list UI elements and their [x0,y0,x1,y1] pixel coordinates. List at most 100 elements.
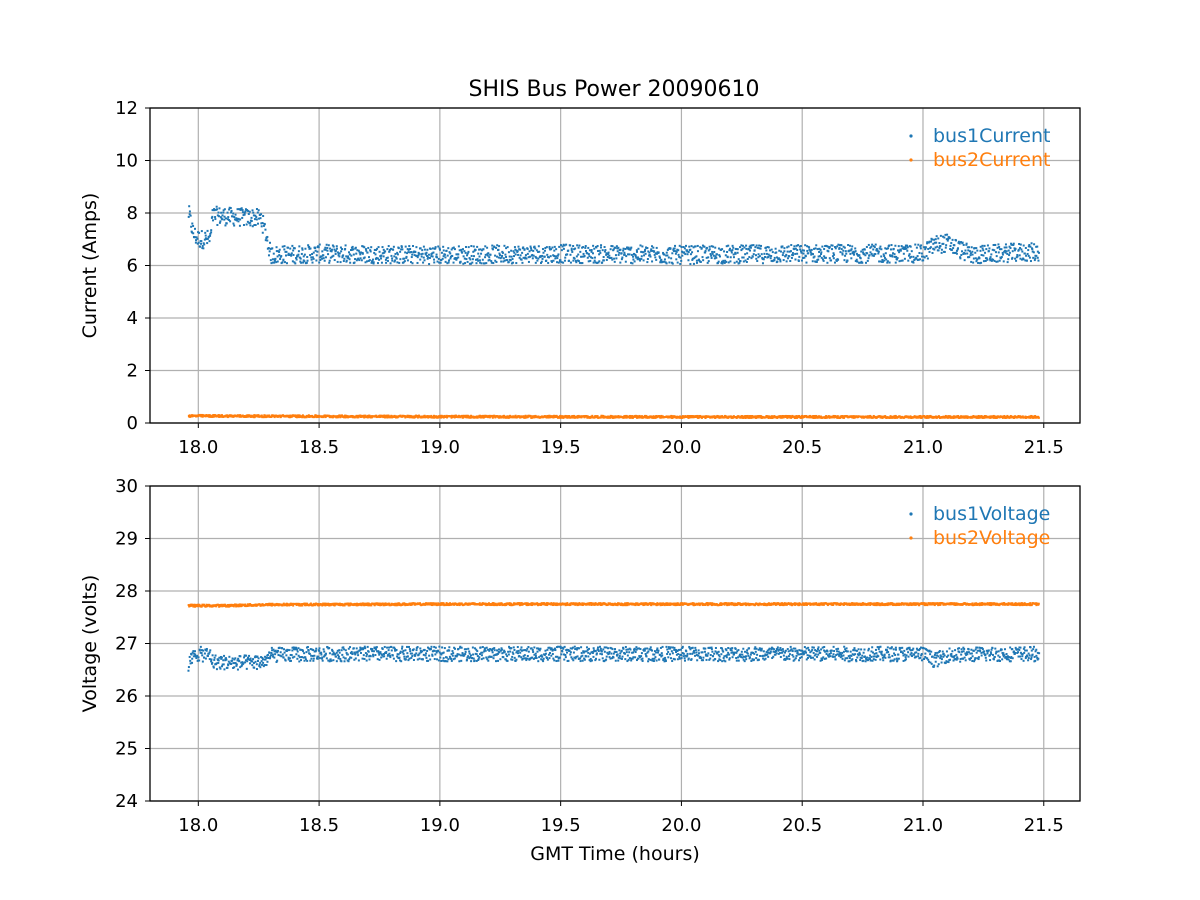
data-point [627,248,630,251]
data-point [338,252,341,255]
data-point [351,415,354,418]
data-point [465,258,468,261]
data-point [283,651,286,654]
data-point [394,259,397,262]
data-point [828,257,831,260]
data-point [710,256,713,259]
data-point [266,239,269,242]
data-point [794,247,797,250]
data-point [1001,416,1004,419]
data-point [723,416,726,419]
data-point [935,241,938,244]
data-point [581,262,584,265]
data-point [871,416,874,419]
data-point [777,257,780,260]
data-point [593,256,596,259]
data-point [889,255,892,258]
data-point [697,649,700,652]
data-point [363,657,366,660]
data-point [681,251,684,254]
data-point [933,241,936,244]
data-point [574,648,577,651]
data-point [289,247,292,250]
data-point [615,650,618,653]
data-point [782,654,785,657]
data-point [328,647,331,650]
data-point [975,260,978,263]
data-point [421,252,424,255]
data-point [862,415,865,418]
data-point [717,260,720,263]
data-point [695,259,698,262]
data-point [408,245,411,248]
data-point [240,661,243,664]
data-point [997,243,1000,246]
data-point [853,415,856,418]
data-point [770,255,773,258]
data-point [484,647,487,650]
data-point [942,235,945,238]
data-point [299,648,302,651]
data-point [471,646,474,649]
data-point [338,649,341,652]
data-point [198,231,201,234]
data-point [586,416,589,419]
data-point [252,214,255,217]
data-point [686,654,689,657]
data-point [982,254,985,257]
data-point [1008,251,1011,254]
data-point [563,244,566,247]
data-point [943,250,946,253]
data-point [862,251,865,254]
data-point [937,237,940,240]
data-point [342,656,345,659]
data-point [415,649,418,652]
data-point [593,650,596,653]
data-point [698,416,701,419]
data-point [728,249,731,252]
data-point [205,647,208,650]
data-point [649,646,652,649]
data-point [613,260,616,263]
data-point [879,260,882,263]
data-point [742,658,745,661]
data-point [559,259,562,262]
data-point [877,250,880,253]
data-point [553,414,556,417]
data-point [751,658,754,661]
data-point [761,262,764,265]
data-point [188,655,191,658]
data-point [779,258,782,261]
data-point [288,649,291,652]
data-point [406,652,409,655]
data-point [703,650,706,653]
data-point [747,247,750,250]
data-point [884,252,887,255]
data-point [244,210,247,213]
data-point [537,660,540,663]
data-point [767,253,770,256]
data-point [787,655,790,658]
data-point [822,259,825,262]
data-point [244,659,247,662]
data-point [601,657,604,660]
data-point [360,648,363,651]
data-point [926,257,929,260]
data-point [602,256,605,259]
data-point [709,253,712,256]
data-point [799,649,802,652]
data-point [1018,254,1021,257]
data-point [668,261,671,264]
data-point [584,655,587,658]
data-point [301,415,304,418]
data-point [256,211,259,214]
data-point [745,416,748,419]
data-point [671,652,674,655]
data-point [430,255,433,258]
data-point [797,244,800,247]
data-point [681,645,684,648]
data-point [715,256,718,259]
data-point [633,647,636,650]
data-point [774,247,777,250]
data-point [906,249,909,252]
